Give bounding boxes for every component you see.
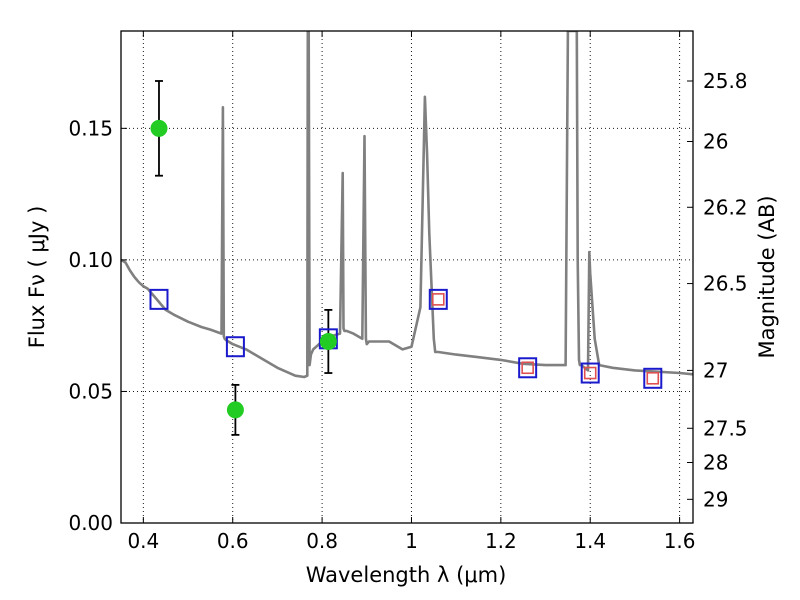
grid (121, 31, 693, 523)
observed-point (150, 119, 168, 137)
model-square-point (580, 362, 600, 384)
x-tick-label: 1.4 (574, 529, 606, 553)
x-axis-label: Wavelength λ (μm) (306, 563, 507, 587)
axes: 0.4 0.6 0.8 1 1.2 1.4 1.6 0.00 0.05 0.10 0.15 25.8 2… (68, 30, 748, 553)
x-tick-label: 0.6 (217, 529, 249, 553)
y2-tick-label: 26.5 (703, 272, 748, 296)
x-tick-label: 1.6 (664, 529, 696, 553)
plot-area (121, 31, 693, 436)
y2-tick-label: 26 (703, 130, 728, 154)
observed-point (319, 332, 337, 350)
plot-frame (120, 30, 694, 524)
y2-tick-label: 29 (703, 487, 728, 511)
y2-tick-label: 27.5 (703, 416, 748, 440)
y2-tick-label: 25.8 (703, 69, 748, 93)
model-square-point (428, 288, 448, 310)
model-inner-square-point (431, 293, 445, 306)
y2-axis-label: Magnitude (AB) (755, 195, 779, 358)
x-tick-label: 0.4 (127, 529, 159, 553)
x-tick-label: 0.8 (306, 529, 338, 553)
model-square-point (643, 367, 663, 389)
observed-point (226, 401, 244, 419)
y-tick-label: 0.10 (68, 248, 113, 272)
model-inner-square-point (646, 371, 660, 385)
model-square-point (518, 357, 538, 379)
model-inner-square-point (521, 361, 534, 375)
model-inner-square-point (583, 366, 597, 380)
model-square-point (225, 336, 245, 358)
y-tick-label: 0.15 (68, 116, 113, 140)
y-axis-label: Flux Fν ( μJy ) (25, 206, 49, 349)
x-tick-label: 1 (405, 529, 418, 553)
y-tick-label: 0.05 (68, 379, 113, 403)
x-tick-label: 1.2 (485, 529, 517, 553)
y2-tick-label: 26.2 (703, 195, 748, 219)
y2-tick-label: 27 (703, 358, 728, 382)
model-square-point (149, 288, 169, 310)
y-tick-label: 0.00 (68, 511, 113, 535)
y2-tick-label: 28 (703, 450, 728, 474)
spectrum-line (121, 31, 693, 379)
